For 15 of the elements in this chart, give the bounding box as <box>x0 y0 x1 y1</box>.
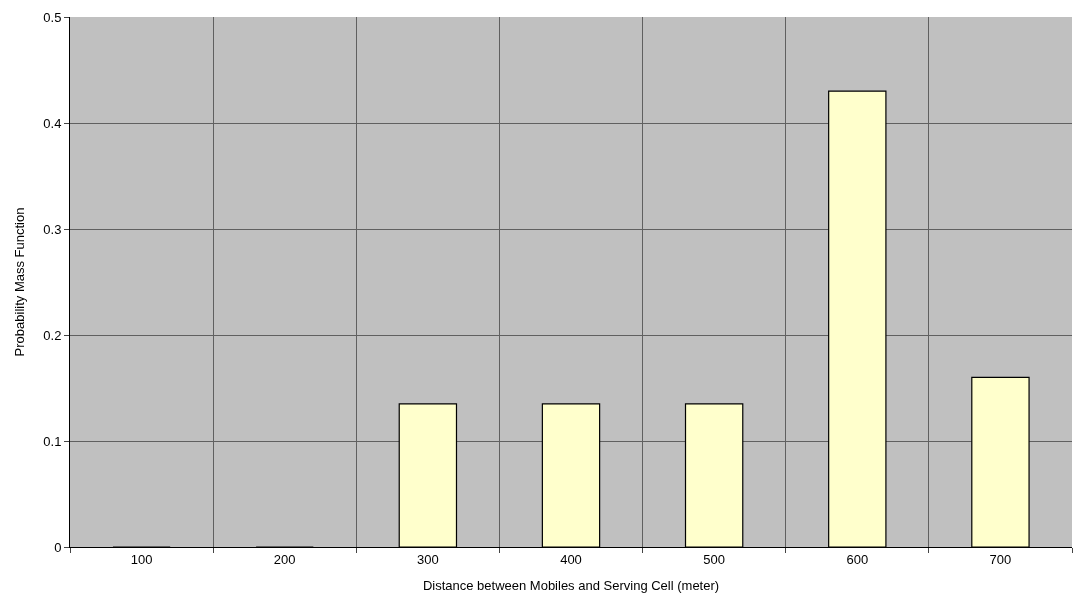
x-tick-label: 400 <box>560 551 582 567</box>
y-tick-label: 0.2 <box>43 327 62 343</box>
y-tick-label: 0.3 <box>43 221 62 237</box>
x-tick-label: 300 <box>417 551 439 567</box>
x-tick-label: 500 <box>703 551 725 567</box>
x-tick-label: 600 <box>846 551 869 567</box>
y-tick-label: 0.5 <box>43 9 62 25</box>
y-tick-label: 0 <box>54 539 62 555</box>
x-tick-label: 200 <box>273 551 296 567</box>
x-axis-title: Distance between Mobiles and Serving Cell (meter) <box>422 578 720 594</box>
x-tick-label: 100 <box>130 551 153 567</box>
y-tick-label: 0.1 <box>43 433 62 449</box>
y-axis-title: Probability Mass Function <box>12 207 28 357</box>
y-tick-label: 0.4 <box>43 115 62 131</box>
x-tick-label: 700 <box>989 551 1012 567</box>
